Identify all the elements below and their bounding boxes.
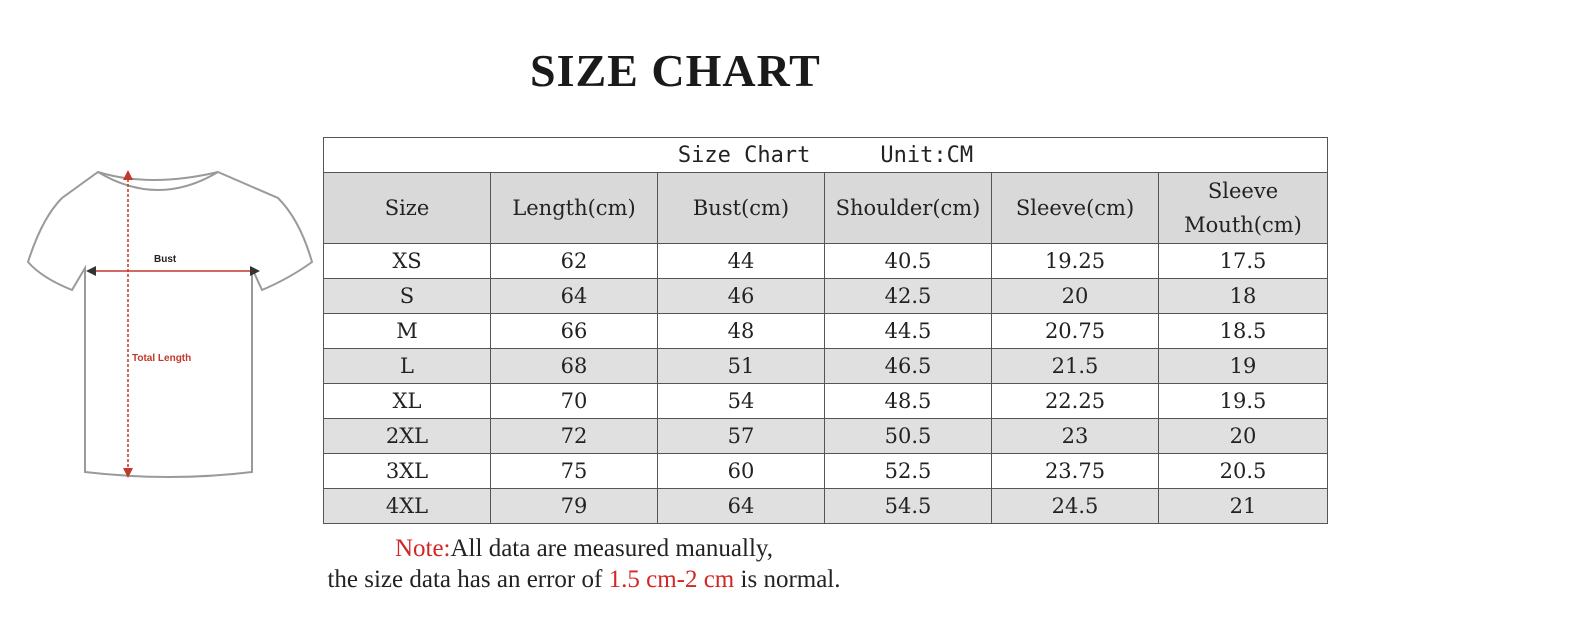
table-row: 4XL 79 64 54.5 24.5 21 <box>323 488 1329 524</box>
measurement-cell: 54 <box>657 383 825 419</box>
column-header: Length(cm) <box>490 172 658 244</box>
page-title: SIZE CHART <box>530 45 821 96</box>
measurement-cell: 23.75 <box>991 453 1159 489</box>
note-line-2: the size data has an error of 1.5 cm-2 c… <box>0 566 1168 594</box>
measurement-cell: 44 <box>657 243 825 279</box>
column-header: Sleeve Mouth(cm) <box>1157 172 1329 244</box>
size-cell: S <box>323 278 491 314</box>
measurement-cell: 19 <box>1157 348 1329 384</box>
measurement-cell: 20 <box>991 278 1159 314</box>
length-label: Total Length <box>132 353 191 364</box>
measurement-cell: 20.5 <box>1157 453 1329 489</box>
measurement-cell: 18.5 <box>1157 313 1329 349</box>
table-caption: Size Chart <box>677 142 811 168</box>
measurement-cell: 60 <box>657 453 825 489</box>
tshirt-diagram: Bust Total Length <box>26 170 314 478</box>
measurement-cell: 22.25 <box>991 383 1159 419</box>
measurement-cell: 70 <box>490 383 658 419</box>
size-cell: L <box>323 348 491 384</box>
measurement-cell: 21.5 <box>991 348 1159 384</box>
size-cell: 2XL <box>323 418 491 454</box>
size-cell: 4XL <box>323 488 491 524</box>
measurement-cell: 57 <box>657 418 825 454</box>
note-label: Note: <box>394 535 451 562</box>
note-line-1: Note:All data are measured manually, <box>0 535 1168 563</box>
bust-label: Bust <box>154 254 177 265</box>
size-cell: 3XL <box>323 453 491 489</box>
size-cell: XL <box>323 383 491 419</box>
measurement-cell: 19.5 <box>1157 383 1329 419</box>
measurement-cell: 48 <box>657 313 825 349</box>
note-text-2b: is normal. <box>734 566 841 593</box>
column-header: Sleeve(cm) <box>991 172 1159 244</box>
table-row: XL 70 54 48.5 22.25 19.5 <box>323 383 1329 419</box>
measurement-cell: 54.5 <box>824 488 992 524</box>
measurement-cell: 51 <box>657 348 825 384</box>
measurement-cell: 62 <box>490 243 658 279</box>
measurement-cell: 20 <box>1157 418 1329 454</box>
table-row: 3XL 75 60 52.5 23.75 20.5 <box>323 453 1329 489</box>
note-text-1: All data are measured manually, <box>450 535 774 562</box>
note-text-2a: the size data has an error of <box>327 566 609 593</box>
measurement-cell: 17.5 <box>1157 243 1329 279</box>
column-header: Size <box>323 172 491 244</box>
measurement-cell: 50.5 <box>824 418 992 454</box>
size-table: Size Chart Unit:CM Size Length(cm) Bust(c… <box>322 137 1329 524</box>
measurement-cell: 19.25 <box>991 243 1159 279</box>
measurement-cell: 52.5 <box>824 453 992 489</box>
measurement-cell: 72 <box>490 418 658 454</box>
measurement-cell: 79 <box>490 488 658 524</box>
measurement-cell: 66 <box>490 313 658 349</box>
table-row: XS 62 44 40.5 19.25 17.5 <box>323 243 1329 279</box>
measurement-cell: 18 <box>1157 278 1329 314</box>
measurement-cell: 46.5 <box>824 348 992 384</box>
measurement-cell: 24.5 <box>991 488 1159 524</box>
measurement-cell: 68 <box>490 348 658 384</box>
table-row: S 64 46 42.5 20 18 <box>323 278 1329 314</box>
measurement-cell: 48.5 <box>824 383 992 419</box>
table-title: Size Chart Unit:CM <box>322 137 1329 173</box>
table-unit: Unit:CM <box>880 142 974 168</box>
tshirt-collar <box>97 171 219 191</box>
measurement-cell: 42.5 <box>824 278 992 314</box>
tshirt-outline <box>26 170 314 478</box>
bust-arrow-right-icon <box>250 266 260 276</box>
column-header: Bust(cm) <box>657 172 825 244</box>
table-row: L 68 51 46.5 21.5 19 <box>323 348 1329 384</box>
size-cell: M <box>323 313 491 349</box>
table-body: XS 62 44 40.5 19.25 17.5 S 64 46 42.5 20 18 M 66 48 44.… <box>323 243 1329 524</box>
measurement-cell: 40.5 <box>824 243 992 279</box>
measurement-cell: 75 <box>490 453 658 489</box>
measurement-cell: 46 <box>657 278 825 314</box>
length-arrow-top-icon <box>123 170 133 180</box>
measurement-cell: 23 <box>991 418 1159 454</box>
table-row: 2XL 72 57 50.5 23 20 <box>323 418 1329 454</box>
measurement-cell: 64 <box>657 488 825 524</box>
measurement-cell: 20.75 <box>991 313 1159 349</box>
table-row: M 66 48 44.5 20.75 18.5 <box>323 313 1329 349</box>
measurement-cell: 44.5 <box>824 313 992 349</box>
note-error-range: 1.5 cm-2 cm <box>608 566 735 593</box>
column-header: Shoulder(cm) <box>824 172 992 244</box>
measurement-cell: 64 <box>490 278 658 314</box>
table-header-row: Size Length(cm) Bust(cm) Shoulder(cm) Sl… <box>323 172 1329 244</box>
measurement-cell: 21 <box>1157 488 1329 524</box>
length-arrow-bottom-icon <box>123 468 133 478</box>
bust-arrow-left-icon <box>86 266 96 276</box>
size-cell: XS <box>323 243 491 279</box>
